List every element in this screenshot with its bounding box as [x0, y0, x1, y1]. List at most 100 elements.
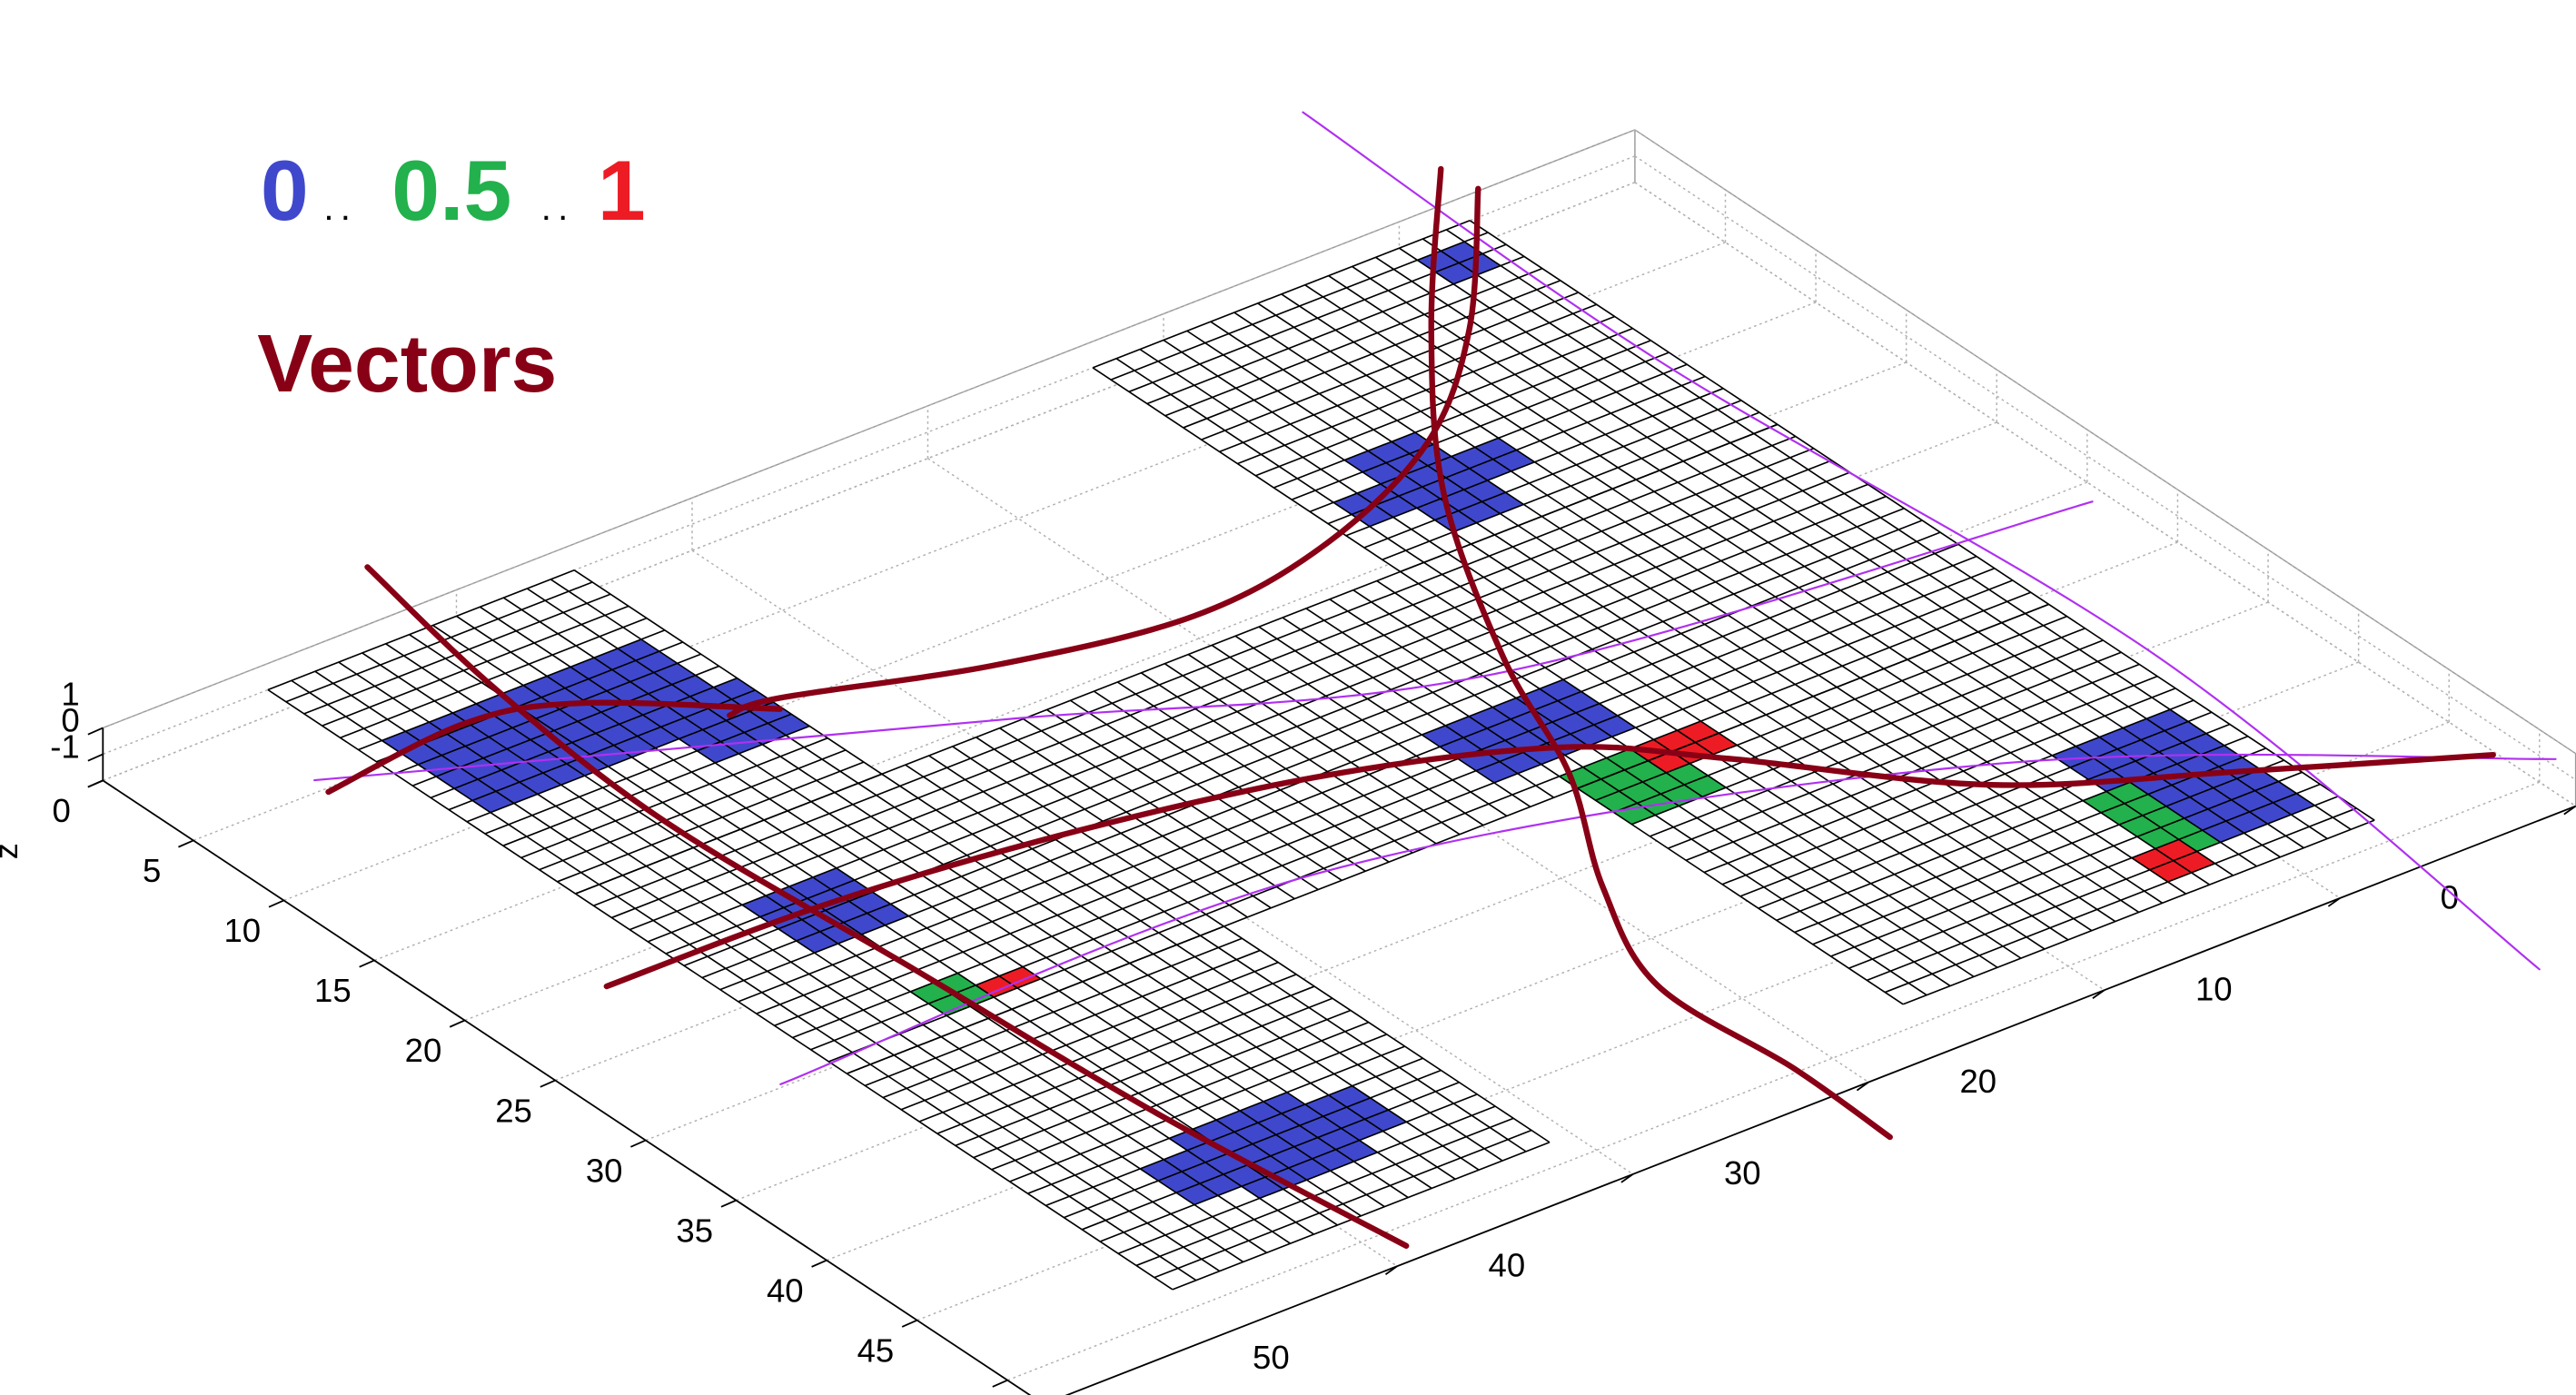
- mesh-line: [864, 937, 1243, 1087]
- mesh-line: [881, 773, 1154, 955]
- mesh-line: [502, 597, 812, 803]
- scale-label: 0: [261, 143, 309, 238]
- mesh-line: [834, 791, 1107, 974]
- mesh-line: [1830, 771, 2303, 957]
- mesh-line: [1282, 617, 1555, 798]
- mesh-line: [882, 949, 1261, 1099]
- mesh-line: [955, 997, 1333, 1147]
- mesh-line: [1729, 441, 2003, 624]
- mesh-line: [291, 679, 599, 885]
- mesh-line: [484, 713, 792, 835]
- mesh-line: [385, 643, 694, 849]
- vector-line: [364, 564, 1410, 1249]
- mesh-line: [1234, 312, 1542, 518]
- mesh-line: [1210, 321, 1519, 527]
- mesh-line: [526, 588, 836, 794]
- tick-mark: [720, 1199, 737, 1208]
- mesh-grid: [575, 423, 2050, 1074]
- mesh-line: [1234, 635, 1508, 817]
- mesh-line: [828, 591, 2032, 1063]
- mesh-line: [1541, 515, 1814, 698]
- mesh-line: [1273, 340, 1651, 489]
- mesh-line: [1172, 1141, 1551, 1291]
- mesh-line: [1183, 280, 1561, 429]
- y-tick-label: 20: [405, 1032, 442, 1069]
- mesh-line: [928, 755, 1201, 936]
- y-tick-label: 50: [947, 1392, 985, 1395]
- mesh-line: [1517, 525, 1790, 707]
- mesh-line: [792, 568, 1996, 1039]
- mesh-line: [756, 543, 1959, 1014]
- x-tick-label: 40: [1489, 1247, 1526, 1284]
- mesh-line: [599, 884, 871, 1065]
- scale-label: 1: [598, 143, 646, 238]
- tick-mark: [449, 1019, 466, 1028]
- mesh-line: [1777, 423, 2050, 606]
- tick-mark: [2092, 989, 2105, 999]
- mesh-line: [1848, 783, 2321, 969]
- tick-mark: [2327, 897, 2341, 907]
- mesh-line: [1812, 759, 2284, 945]
- vectors-label: Vectors: [257, 318, 557, 409]
- x-tick-label: 10: [2195, 971, 2233, 1008]
- y-tick-label: 25: [495, 1092, 532, 1129]
- y-tick-label: 5: [143, 852, 161, 889]
- mesh-line: [1867, 795, 2339, 982]
- mesh-line: [1081, 1081, 1460, 1231]
- grid-line: [691, 549, 1634, 1175]
- mesh-line: [1398, 247, 1708, 453]
- mesh-line: [1255, 327, 1633, 477]
- mesh-line: [973, 1009, 1352, 1159]
- mesh-line: [1027, 1045, 1405, 1194]
- mesh-line: [1093, 690, 1366, 872]
- mesh-line: [1258, 626, 1531, 807]
- mesh-line: [1099, 1093, 1478, 1242]
- tick-mark: [1384, 1265, 1398, 1275]
- mesh-line: [466, 701, 774, 823]
- path-line: [313, 500, 2094, 782]
- grid-line: [1006, 781, 2541, 1381]
- mesh-line: [322, 605, 629, 727]
- tick-mark: [268, 899, 284, 908]
- mesh-line: [1328, 274, 1637, 480]
- mesh-line: [1635, 479, 1908, 660]
- tick-mark: [992, 1379, 1008, 1388]
- mesh-line: [409, 634, 718, 839]
- mesh-line: [1164, 663, 1437, 845]
- mesh-line: [448, 689, 756, 811]
- mesh-line: [810, 579, 2014, 1051]
- mesh-line: [1045, 1057, 1423, 1207]
- mesh-line: [1667, 663, 2140, 849]
- mesh-line: [1009, 1034, 1388, 1182]
- mesh-line: [340, 617, 648, 739]
- mesh-line: [267, 688, 576, 895]
- mesh-line: [1423, 561, 1696, 744]
- mesh-line: [1631, 639, 2104, 826]
- mesh-line: [976, 737, 1248, 918]
- mesh-line: [285, 581, 593, 703]
- mesh-line: [1445, 229, 1755, 435]
- mesh-line: [362, 652, 670, 858]
- vector-line: [727, 185, 1481, 718]
- mesh-line: [1110, 232, 1489, 381]
- mesh-grid: [1577, 603, 2375, 1005]
- mesh-line: [1163, 339, 1472, 545]
- mesh-line: [763, 819, 1036, 1001]
- mesh-line: [629, 460, 1832, 931]
- grid-line: [1634, 129, 2576, 755]
- mesh-line: [905, 764, 1178, 945]
- mesh-line: [1304, 284, 1613, 490]
- mesh-line: [1201, 292, 1580, 440]
- mesh-line: [900, 961, 1279, 1111]
- mesh-line: [1400, 570, 1672, 753]
- mesh-line: [430, 677, 738, 799]
- grid-line: [927, 458, 1869, 1083]
- mesh-line: [701, 508, 1905, 979]
- tick-mark: [540, 1079, 556, 1088]
- mesh-line: [846, 925, 1224, 1074]
- mesh-line: [1237, 315, 1615, 465]
- z-tick-label: -1: [50, 728, 80, 766]
- vector-line: [1428, 165, 1893, 1141]
- mesh-line: [593, 435, 1797, 906]
- tick-mark: [178, 839, 194, 848]
